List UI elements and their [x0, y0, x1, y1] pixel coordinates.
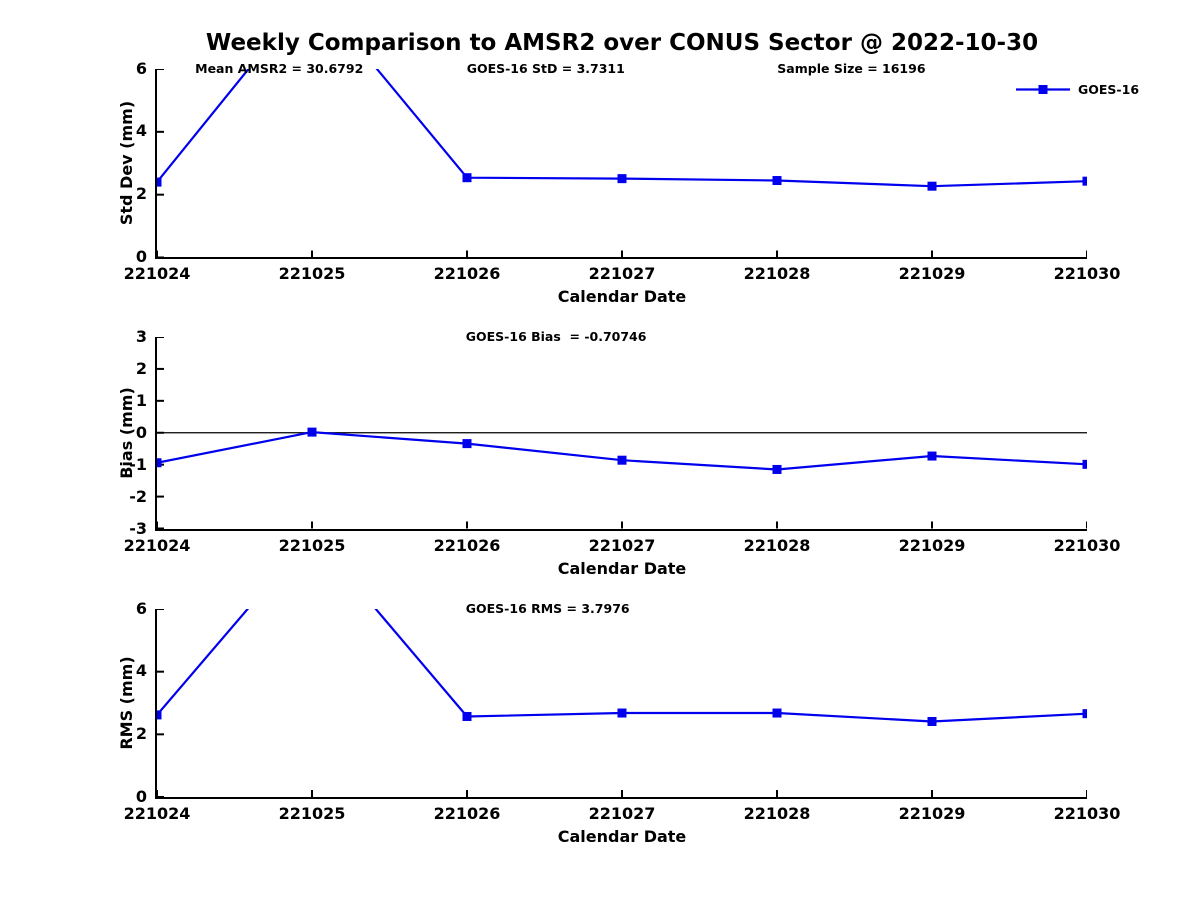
- legend-label: GOES-16: [1078, 82, 1140, 97]
- y-tick-label: 1: [135, 390, 147, 410]
- data-point-marker: [1082, 708, 1087, 718]
- x-axis-label: Calendar Date: [557, 558, 687, 578]
- x-tick-label: 221025: [278, 535, 346, 555]
- y-tick-label: -2: [129, 486, 147, 506]
- data-point-marker: [307, 427, 317, 437]
- rms-series-line: [157, 608, 1087, 723]
- legend-line-sample: [1016, 85, 1070, 94]
- y-tick-label: 0: [135, 786, 147, 806]
- data-point-marker: [157, 709, 162, 719]
- data-point-marker: [462, 711, 472, 721]
- annotation: GOES-16 Bias = -0.70746: [465, 329, 647, 344]
- std-dev-series-line: [157, 68, 1087, 187]
- y-tick-label: 6: [135, 598, 147, 618]
- y-axis-label: Std Dev (mm): [117, 100, 136, 225]
- x-tick-label: 221029: [898, 535, 966, 555]
- bias-plot-area: [155, 337, 1087, 531]
- x-tick-label: 221026: [433, 264, 501, 283]
- annotation: GOES-16 StD = 3.7311: [466, 60, 625, 76]
- rms-canvas: [157, 608, 1087, 797]
- y-tick-label: 0: [135, 247, 147, 266]
- x-tick-label: 221029: [898, 264, 966, 283]
- data-point-marker: [617, 173, 627, 183]
- x-tick-label: 221028: [743, 803, 811, 823]
- data-point-marker: [617, 708, 627, 718]
- x-tick-label: 221028: [743, 535, 811, 555]
- rms-plot-area: [155, 608, 1087, 799]
- y-tick-label: 4: [135, 121, 147, 141]
- y-tick-label: 2: [135, 723, 147, 743]
- y-axis-label: Bias (mm): [117, 386, 136, 479]
- x-tick-label: 221025: [278, 264, 346, 283]
- x-tick-label: 221027: [588, 803, 656, 823]
- y-tick-label: -1: [129, 454, 147, 474]
- x-tick-label: 221024: [123, 535, 191, 555]
- std-dev-canvas: [157, 68, 1087, 257]
- x-tick-label: 221026: [433, 803, 501, 823]
- annotation: Mean AMSR2 = 30.6792: [195, 60, 364, 76]
- x-tick-label: 221025: [278, 803, 346, 823]
- x-tick-label: 221026: [433, 535, 501, 555]
- y-tick-label: 4: [135, 661, 147, 681]
- x-tick-label: 221029: [898, 803, 966, 823]
- x-tick-label: 221030: [1053, 535, 1121, 555]
- data-point-marker: [1082, 176, 1087, 186]
- data-point-marker: [927, 451, 937, 461]
- data-point-marker: [462, 172, 472, 182]
- data-point-marker: [462, 439, 472, 449]
- data-point-marker: [1082, 459, 1087, 469]
- legend: GOES-16: [1016, 82, 1139, 97]
- data-point-marker: [157, 177, 162, 187]
- std-dev-plot-area: [155, 68, 1087, 259]
- x-axis-label: Calendar Date: [557, 287, 687, 306]
- y-tick-label: 2: [135, 184, 147, 204]
- legend-marker: [1038, 85, 1048, 94]
- bias-canvas: [157, 337, 1087, 529]
- annotation: GOES-16 RMS = 3.7976: [465, 600, 630, 616]
- y-tick-label: 0: [135, 422, 147, 442]
- x-tick-label: 221030: [1053, 803, 1121, 823]
- x-tick-label: 221024: [123, 264, 191, 283]
- data-point-marker: [927, 181, 937, 191]
- x-axis-label: Calendar Date: [557, 826, 687, 846]
- data-point-marker: [617, 455, 627, 465]
- data-point-marker: [927, 716, 937, 726]
- y-tick-label: -3: [129, 518, 147, 538]
- x-tick-label: 221024: [123, 803, 191, 823]
- chart-title: Weekly Comparison to AMSR2 over CONUS Se…: [205, 30, 1039, 56]
- y-tick-label: 2: [135, 358, 147, 378]
- y-tick-label: 6: [135, 58, 147, 78]
- annotation: Sample Size = 16196: [777, 60, 926, 76]
- x-tick-label: 221027: [588, 535, 656, 555]
- data-point-marker: [157, 458, 162, 468]
- x-tick-label: 221027: [588, 264, 656, 283]
- x-tick-label: 221030: [1053, 264, 1121, 283]
- y-axis-label: RMS (mm): [117, 655, 136, 750]
- y-tick-label: 3: [135, 327, 147, 346]
- data-point-marker: [772, 175, 782, 185]
- data-point-marker: [772, 464, 782, 474]
- bias-series-line: [157, 430, 1087, 471]
- x-tick-label: 221028: [743, 264, 811, 283]
- data-point-marker: [772, 708, 782, 718]
